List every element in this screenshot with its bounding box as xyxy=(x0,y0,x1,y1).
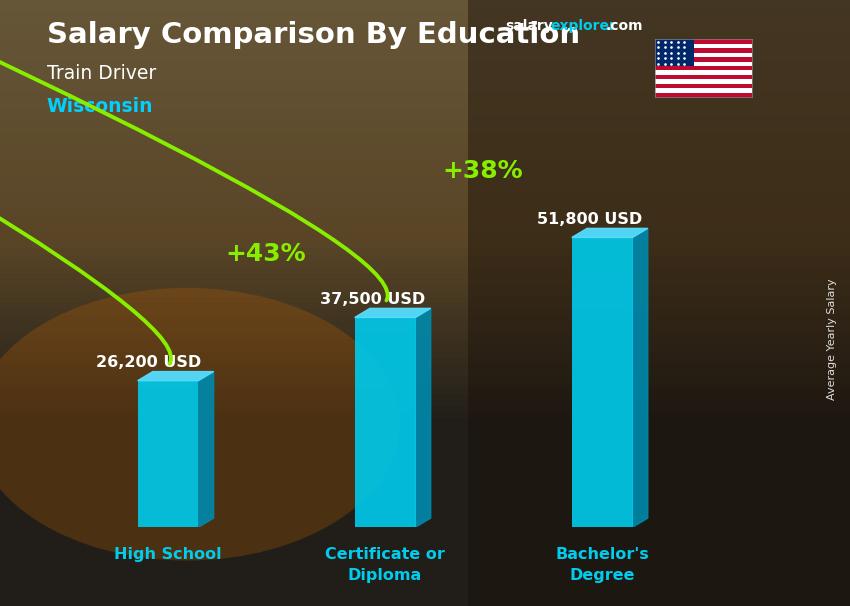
FancyBboxPatch shape xyxy=(572,238,632,527)
Bar xyxy=(654,84,752,88)
Text: Salary Comparison By Education: Salary Comparison By Education xyxy=(47,21,580,49)
Text: Wisconsin: Wisconsin xyxy=(47,97,153,116)
Bar xyxy=(654,75,752,79)
Text: 37,500 USD: 37,500 USD xyxy=(320,291,425,307)
Polygon shape xyxy=(354,308,431,318)
Ellipse shape xyxy=(0,288,400,561)
Polygon shape xyxy=(138,371,213,381)
Polygon shape xyxy=(416,308,431,527)
Bar xyxy=(654,53,752,57)
FancyBboxPatch shape xyxy=(354,318,416,527)
Text: +43%: +43% xyxy=(225,242,306,265)
Text: 26,200 USD: 26,200 USD xyxy=(96,355,201,370)
Bar xyxy=(654,66,752,70)
Polygon shape xyxy=(572,228,648,238)
Text: Average Yearly Salary: Average Yearly Salary xyxy=(827,279,837,400)
Polygon shape xyxy=(632,228,648,527)
Text: explorer: explorer xyxy=(551,19,617,33)
Bar xyxy=(654,39,752,44)
Text: +38%: +38% xyxy=(443,159,523,182)
Bar xyxy=(654,70,752,75)
Bar xyxy=(468,0,850,606)
Bar xyxy=(654,88,752,93)
Bar xyxy=(654,44,752,48)
FancyBboxPatch shape xyxy=(138,381,198,527)
Bar xyxy=(654,93,752,97)
Text: Train Driver: Train Driver xyxy=(47,64,156,82)
Text: .com: .com xyxy=(605,19,643,33)
Text: salary: salary xyxy=(506,19,553,33)
Bar xyxy=(654,48,752,53)
Bar xyxy=(654,62,752,66)
Bar xyxy=(654,57,752,62)
Bar xyxy=(654,39,694,66)
Bar xyxy=(654,79,752,84)
Polygon shape xyxy=(198,371,213,527)
Text: 51,800 USD: 51,800 USD xyxy=(537,211,643,227)
